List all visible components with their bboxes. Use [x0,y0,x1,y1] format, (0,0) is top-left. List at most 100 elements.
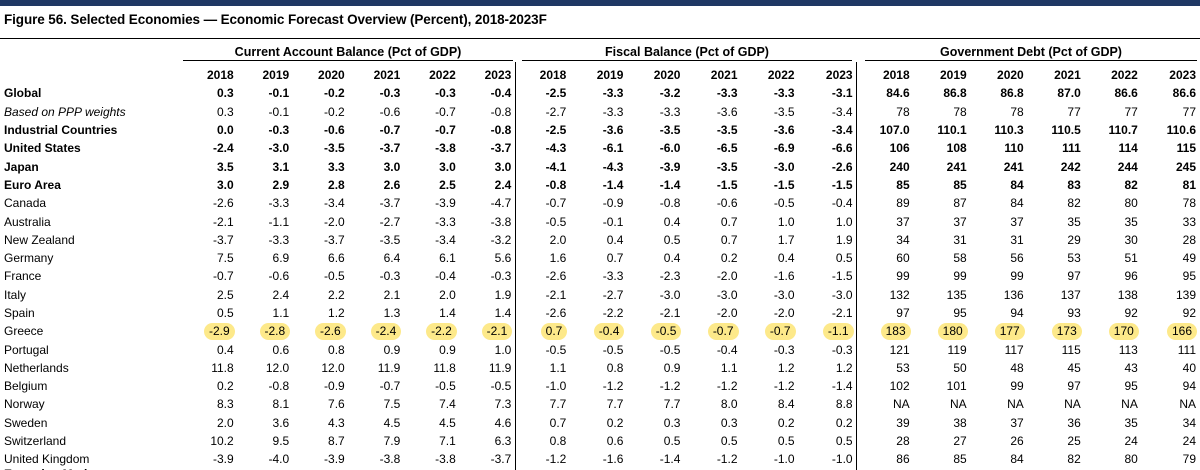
table-cell: -3.8 [435,452,456,467]
table-row: Belgium 0.2 -0.8 -0.9 -0.7 -0.5 -0.5 -1.0 -1.2 -1… [0,377,1200,395]
table-cell: 3.5 [216,159,234,174]
table-row: Global 0.3 -0.1 -0.2 -0.3 -0.3 -0.4 -2.5 -3.3 -3.… [0,84,1200,102]
table-cell: 8.4 [777,397,795,412]
table-cell: -2.7 [379,214,401,229]
table-cell: -3.4 [831,104,853,119]
table-cell: -0.7 [379,379,401,394]
table-cell: 35 [1067,214,1081,229]
table-cell: 0.5 [663,434,681,449]
table-cell: -1.2 [602,379,624,394]
highlighted-cell: -0.5 [627,322,684,341]
table-cell: 53 [1067,251,1081,266]
table-cell: 8.1 [272,397,290,412]
group-header-fiscal-balance: Fiscal Balance (Pct of GDP) [522,44,852,61]
table-cell: 0.5 [777,434,795,449]
table-cell: 3.0 [383,159,401,174]
table-cell: 7.9 [383,434,401,449]
table-cell: 11.9 [488,360,512,375]
table-cell: 110.1 [937,123,967,138]
table-cell: 84 [1010,196,1024,211]
highlight-value: -0.7 [707,323,739,341]
table-cell: 36 [1067,415,1081,430]
table-cell: 97 [1067,269,1081,284]
table-cell: -3.3 [268,196,290,211]
table-cell: 56 [1010,251,1024,266]
row-label: Sweden [4,415,48,430]
highlight-value: -2.1 [481,323,513,341]
highlight-value: -0.7 [764,323,796,341]
table-cell: 79 [1182,452,1196,467]
table-cell: -0.1 [268,86,290,101]
table-cell: 0.6 [606,434,624,449]
table-cell: -1.6 [773,269,795,284]
year-header-ca: 2022 [429,68,456,83]
table-cell: 242 [1060,159,1081,174]
table-cell: 84 [1010,177,1024,192]
table-cell: -1.5 [773,177,795,192]
table-cell: -2.4 [212,141,234,156]
row-label: Japan [4,159,39,174]
table-cell: -0.5 [773,196,795,211]
table-row: United States -2.4 -3.0 -3.5 -3.7 -3.8 -3.7 -4.… [0,139,1200,157]
figure-title: Figure 56. Selected Economies — Economic… [4,12,547,27]
table-cell: 241 [1003,159,1024,174]
table-cell: 110.6 [1166,123,1196,138]
table-cell: -3.4 [831,123,853,138]
table-cell: 7.4 [439,397,456,412]
table-cell: -3.7 [379,141,401,156]
year-header-gd: 2021 [1054,68,1081,83]
highlighted-cell: -1.1 [799,322,857,341]
highlighted-cell: -2.8 [238,322,294,341]
row-label: Canada [4,196,47,211]
table-cell: -2.6 [831,159,853,174]
table-cell: 78 [896,104,910,119]
table-cell: 2.5 [216,287,234,302]
table-row: Sweden 2.0 3.6 4.3 4.5 4.5 4.6 0.7 0.2 0.3 0.3 0.2 0… [0,414,1200,432]
table-cell: 95 [1124,379,1138,394]
table-cell: 86.8 [1000,86,1024,101]
highlighted-cell: 180 [914,322,971,341]
year-header-gd: 2018 [882,68,910,83]
year-header-gd: 2022 [1111,68,1138,83]
highlight-value: 173 [1051,323,1082,341]
table-cell: -3.8 [490,214,512,229]
table-cell: 94 [1182,379,1196,394]
table-cell: -3.4 [435,232,456,247]
table-cell: -6.1 [602,141,624,156]
table-cell: 0.5 [216,306,234,320]
table-cell: -3.9 [212,452,234,467]
year-header-fb: 2020 [653,68,681,83]
table-row: Switzerland 10.2 9.5 8.7 7.9 7.1 6.3 0.8 0.6 0.5 0… [0,432,1200,450]
table-cell: 4.5 [383,415,401,430]
table-cell: 2.8 [328,177,345,192]
table-cell: -1.2 [545,452,567,467]
table-cell: 115 [1061,342,1081,357]
table-cell: 111 [1177,342,1196,357]
table-cell: -3.5 [716,123,738,138]
table-cell: -0.3 [490,269,512,284]
table-cell: 4.5 [439,415,456,430]
table-cell: 2.0 [439,287,456,302]
table-cell: -1.0 [831,452,853,467]
table-cell: -3.3 [773,86,795,101]
table-cell: 0.5 [663,232,681,247]
table-cell: 8.8 [835,397,853,412]
table-cell: 1.7 [777,232,795,247]
table-cell: 1.2 [835,360,853,375]
table-cell: 77 [1067,104,1081,119]
table-cell: 77 [1182,104,1196,119]
table-cell: 80 [1124,452,1138,467]
table-cell: 0.8 [328,342,345,357]
table-cell: 1.4 [439,306,456,320]
table-cell: 102 [889,379,910,394]
table-cell: -2.5 [545,86,567,101]
table-row: Euro Area 3.0 2.9 2.8 2.6 2.5 2.4 -0.8 -1.4 -1.4 -… [0,176,1200,194]
table-cell: -1.4 [659,452,681,467]
table-cell: 1.1 [272,306,290,320]
table-cell: 28 [896,434,910,449]
table-cell: -3.7 [324,232,345,247]
table-cell: -1.2 [716,379,738,394]
table-cell: 241 [946,159,967,174]
highlighted-cell: 166 [1142,322,1200,341]
table-cell: 9.5 [272,434,290,449]
